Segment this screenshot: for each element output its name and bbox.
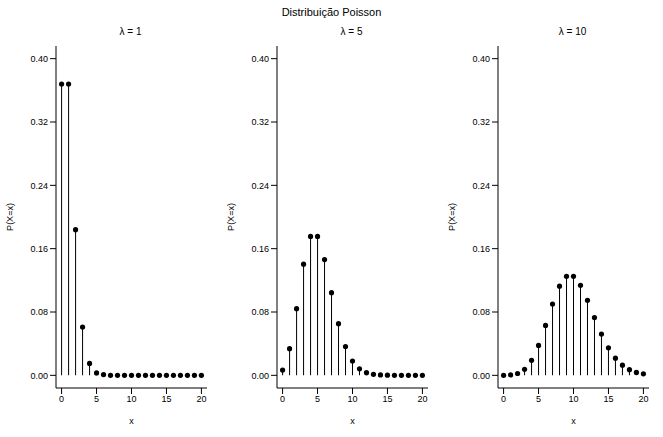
svg-text:0.00: 0.00: [251, 371, 269, 381]
svg-text:0: 0: [501, 394, 506, 404]
svg-text:0.40: 0.40: [472, 54, 490, 64]
svg-text:0.16: 0.16: [472, 244, 490, 254]
svg-text:0.08: 0.08: [30, 307, 48, 317]
svg-text:0.08: 0.08: [472, 307, 490, 317]
svg-text:0.24: 0.24: [251, 181, 269, 191]
svg-text:0.24: 0.24: [30, 181, 48, 191]
svg-text:0: 0: [280, 394, 285, 404]
svg-text:0.40: 0.40: [30, 54, 48, 64]
svg-text:0.32: 0.32: [30, 117, 48, 127]
svg-text:0.08: 0.08: [251, 307, 269, 317]
html-text:λ = 10: λ = 10: [558, 26, 587, 37]
svg-text:15: 15: [382, 394, 392, 404]
svg-text:0.00: 0.00: [30, 371, 48, 381]
svg-text:15: 15: [603, 394, 613, 404]
svg-text:0.00: 0.00: [472, 371, 490, 381]
svg-text:x: x: [129, 416, 134, 426]
svg-text:10: 10: [568, 394, 578, 404]
svg-text:15: 15: [161, 394, 171, 404]
svg-text:x: x: [571, 416, 576, 426]
svg-text:20: 20: [196, 394, 206, 404]
svg-text:x: x: [350, 416, 355, 426]
html-text:λ = 5: λ = 5: [340, 26, 363, 37]
svg-text:5: 5: [536, 394, 541, 404]
html-text:Distribuição Poisson: Distribuição Poisson: [281, 6, 382, 18]
svg-text:0: 0: [59, 394, 64, 404]
svg-text:5: 5: [94, 394, 99, 404]
svg-text:10: 10: [347, 394, 357, 404]
svg-text:P(X=x): P(X=x): [447, 203, 457, 231]
svg-text:20: 20: [638, 394, 648, 404]
svg-text:0.16: 0.16: [30, 244, 48, 254]
svg-text:5: 5: [315, 394, 320, 404]
svg-text:10: 10: [126, 394, 136, 404]
html-text:λ = 1: λ = 1: [119, 26, 142, 37]
svg-text:0.40: 0.40: [251, 54, 269, 64]
svg-text:0.32: 0.32: [472, 117, 490, 127]
svg-text:P(X=x): P(X=x): [5, 203, 15, 231]
svg-text:0.32: 0.32: [251, 117, 269, 127]
svg-text:20: 20: [417, 394, 427, 404]
svg-text:0.24: 0.24: [472, 181, 490, 191]
svg-text:P(X=x): P(X=x): [226, 203, 236, 231]
svg-text:0.16: 0.16: [251, 244, 269, 254]
